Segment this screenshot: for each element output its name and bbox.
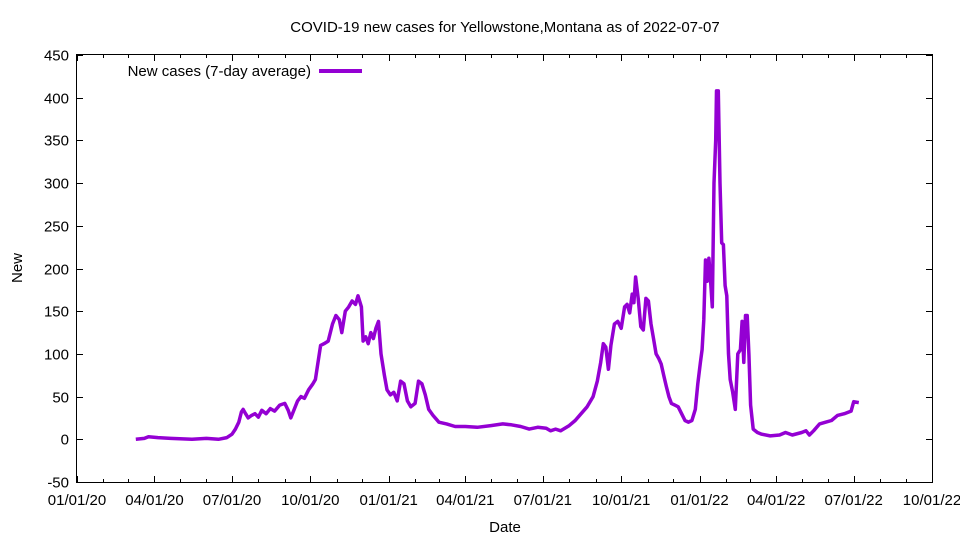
y-axis-label: New [9, 253, 26, 283]
x-tick-label: 07/01/21 [514, 492, 572, 509]
x-tick-label: 04/01/21 [436, 492, 494, 509]
x-axis-label: Date [489, 519, 521, 536]
y-tick-label: 150 [44, 304, 69, 321]
series-group [135, 89, 860, 442]
x-axis: 01/01/20 04/01/20 07/01/20 10/01/20 01/01/21… [48, 55, 960, 509]
series-line-new-cases [135, 89, 860, 442]
x-tick-label: 10/01/21 [592, 492, 650, 509]
x-tick-label: 10/01/22 [903, 492, 960, 509]
legend-label: New cases (7-day average) [128, 63, 311, 80]
x-tick-label: 10/01/20 [281, 492, 339, 509]
y-tick-label: 250 [44, 219, 69, 236]
y-tick-label: 100 [44, 347, 69, 364]
y-axis: -50 0 50 100 150 200 250 300 350 400 450 [44, 48, 932, 492]
y-tick-label: 0 [61, 432, 69, 449]
y-tick-label: -50 [47, 475, 69, 492]
y-tick-label: 200 [44, 262, 69, 279]
plot-frame [76, 54, 933, 483]
x-tick-label: 04/01/20 [125, 492, 183, 509]
y-tick-label: 450 [44, 48, 69, 65]
y-tick-label: 350 [44, 133, 69, 150]
x-tick-label: 07/01/22 [824, 492, 882, 509]
x-tick-label: 07/01/20 [203, 492, 261, 509]
x-tick-label: 01/01/21 [359, 492, 417, 509]
y-tick-label: 300 [44, 176, 69, 193]
y-tick-label: 400 [44, 91, 69, 108]
x-tick-label: 01/01/20 [48, 492, 106, 509]
legend: New cases (7-day average) [128, 63, 362, 80]
x-tick-label: 04/01/22 [747, 492, 805, 509]
x-tick-label: 01/01/22 [670, 492, 728, 509]
chart-title: COVID-19 new cases for Yellowstone,Monta… [290, 19, 719, 36]
y-tick-label: 50 [52, 390, 69, 407]
